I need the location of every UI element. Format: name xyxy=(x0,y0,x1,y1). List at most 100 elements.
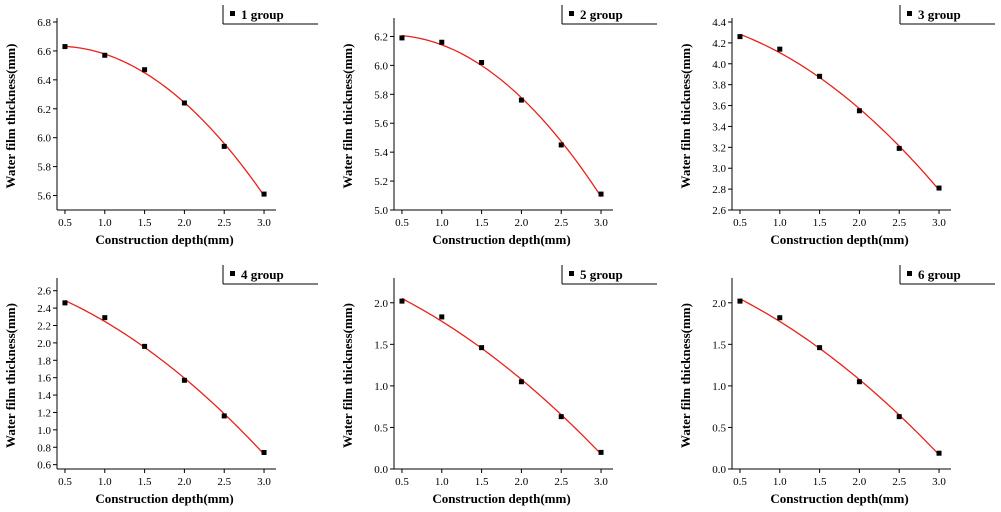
x-axis-title: Construction depth(mm) xyxy=(95,491,233,506)
y-tick-label: 6.8 xyxy=(37,17,51,29)
data-point xyxy=(142,67,148,73)
data-point xyxy=(896,414,902,420)
y-tick-label: 5.8 xyxy=(37,162,51,174)
legend: 1 group xyxy=(222,5,318,25)
y-tick-label: 6.4 xyxy=(37,75,51,87)
x-tick-label: 1.0 xyxy=(773,476,787,488)
fit-curve xyxy=(64,45,265,196)
y-tick-label: 6.0 xyxy=(374,60,388,72)
y-tick-label: 6.2 xyxy=(37,104,51,116)
data-point xyxy=(558,142,564,148)
data-point xyxy=(439,314,445,320)
y-tick-label: 5.2 xyxy=(374,176,388,188)
x-axis-title: Construction depth(mm) xyxy=(432,491,570,506)
data-point xyxy=(896,145,902,151)
y-tick-label: 3.6 xyxy=(712,101,726,113)
y-axis-title: Water film thickness(mm) xyxy=(340,303,355,448)
x-tick-label: 2.5 xyxy=(892,217,906,229)
x-tick-label: 2.0 xyxy=(515,217,529,229)
data-point xyxy=(817,73,823,79)
x-tick-label: 2.5 xyxy=(217,217,231,229)
fit-curve xyxy=(739,298,940,456)
chart-panel-5: 0.5 1.0 1.5 2.0 2.5 3.0 0.0 0.5 1.0 1.5 2.0 Constru… xyxy=(340,265,657,506)
y-tick-label: 1.6 xyxy=(37,373,51,385)
data-point xyxy=(221,413,227,419)
x-axis-title: Construction depth(mm) xyxy=(95,232,233,247)
y-tick-label: 2.4 xyxy=(37,303,51,315)
y-tick-label: 2.2 xyxy=(37,320,51,332)
x-tick-label: 1.0 xyxy=(435,217,449,229)
x-tick-label: 3.0 xyxy=(932,217,946,229)
x-tick-label: 1.5 xyxy=(138,476,152,488)
y-tick-label: 2.0 xyxy=(712,298,726,310)
y-tick-label: 3.0 xyxy=(712,163,726,175)
y-tick-label: 0.5 xyxy=(374,422,388,434)
data-point xyxy=(181,377,187,383)
x-tick-label: 0.5 xyxy=(395,217,409,229)
x-tick-label: 2.5 xyxy=(554,217,568,229)
x-tick-label: 0.5 xyxy=(733,476,747,488)
data-point xyxy=(598,191,604,197)
data-point xyxy=(399,35,405,41)
data-point xyxy=(102,315,108,321)
data-point xyxy=(399,298,405,304)
legend-label: 1 group xyxy=(241,7,284,22)
data-point xyxy=(737,298,743,304)
y-tick-label: 1.4 xyxy=(37,390,51,402)
data-point xyxy=(558,414,564,420)
y-axis-title: Water film thickness(mm) xyxy=(678,44,693,189)
x-tick-label: 2.5 xyxy=(554,476,568,488)
x-tick-label: 0.5 xyxy=(733,217,747,229)
data-point xyxy=(936,450,942,456)
x-tick-label: 0.5 xyxy=(58,476,72,488)
x-tick-label: 2.5 xyxy=(217,476,231,488)
legend-marker xyxy=(230,11,235,16)
y-tick-label: 1.5 xyxy=(712,339,726,351)
y-tick-label: 3.4 xyxy=(712,121,726,133)
legend-marker xyxy=(230,271,235,276)
x-tick-label: 1.0 xyxy=(773,217,787,229)
legend: 4 group xyxy=(222,265,318,285)
y-tick-label: 2.6 xyxy=(712,205,726,217)
legend: 2 group xyxy=(561,5,657,25)
y-tick-label: 0.8 xyxy=(37,442,51,454)
y-tick-label: 4.0 xyxy=(712,59,726,71)
data-point xyxy=(102,52,108,58)
y-tick-label: 3.8 xyxy=(712,80,726,92)
y-tick-label: 1.0 xyxy=(374,381,388,393)
x-tick-label: 1.5 xyxy=(813,476,827,488)
x-tick-label: 3.0 xyxy=(257,217,271,229)
chart-panel-2: 0.5 1.0 1.5 2.0 2.5 3.0 5.0 5.2 5.4 5.6 5.8 6.0 6.2 C… xyxy=(340,5,657,247)
legend-marker xyxy=(907,271,912,276)
legend-label: 3 group xyxy=(918,7,961,22)
legend-label: 5 group xyxy=(580,267,623,282)
y-tick-label: 0.0 xyxy=(712,464,726,476)
data-point xyxy=(479,59,485,65)
legend: 6 group xyxy=(899,265,995,285)
legend-marker xyxy=(569,271,574,276)
data-point xyxy=(62,44,68,50)
y-tick-label: 5.6 xyxy=(374,118,388,130)
x-axis-title: Construction depth(mm) xyxy=(432,232,570,247)
x-tick-label: 2.0 xyxy=(178,476,192,488)
y-tick-label: 3.2 xyxy=(712,142,726,154)
chart-panel-3: 0.5 1.0 1.5 2.0 2.5 3.0 2.6 2.8 3.0 3.2 3.4 3.6 3.8 4… xyxy=(678,5,995,247)
chart-panel-1: 0.5 1.0 1.5 2.0 2.5 3.0 5.6 5.8 6.0 6.2 6.4 6.6 6.8 C… xyxy=(3,5,318,247)
fit-curve xyxy=(739,33,940,191)
y-tick-label: 0.6 xyxy=(37,460,51,472)
data-point xyxy=(518,97,524,103)
y-tick-label: 5.6 xyxy=(37,191,51,203)
x-tick-label: 1.5 xyxy=(138,217,152,229)
data-point xyxy=(856,379,862,385)
y-tick-label: 6.0 xyxy=(37,133,51,145)
chart-panel-6: 0.5 1.0 1.5 2.0 2.5 3.0 0.0 0.5 1.0 1.5 2.0 Constru… xyxy=(678,265,995,506)
y-axis-title: Water film thickness(mm) xyxy=(340,44,355,189)
x-axis-title: Construction depth(mm) xyxy=(770,232,908,247)
x-tick-label: 2.0 xyxy=(515,476,529,488)
x-tick-label: 2.5 xyxy=(892,476,906,488)
x-tick-label: 3.0 xyxy=(257,476,271,488)
y-axis-title: Water film thickness(mm) xyxy=(678,303,693,448)
x-tick-label: 3.0 xyxy=(932,476,946,488)
y-tick-label: 4.4 xyxy=(712,17,726,29)
